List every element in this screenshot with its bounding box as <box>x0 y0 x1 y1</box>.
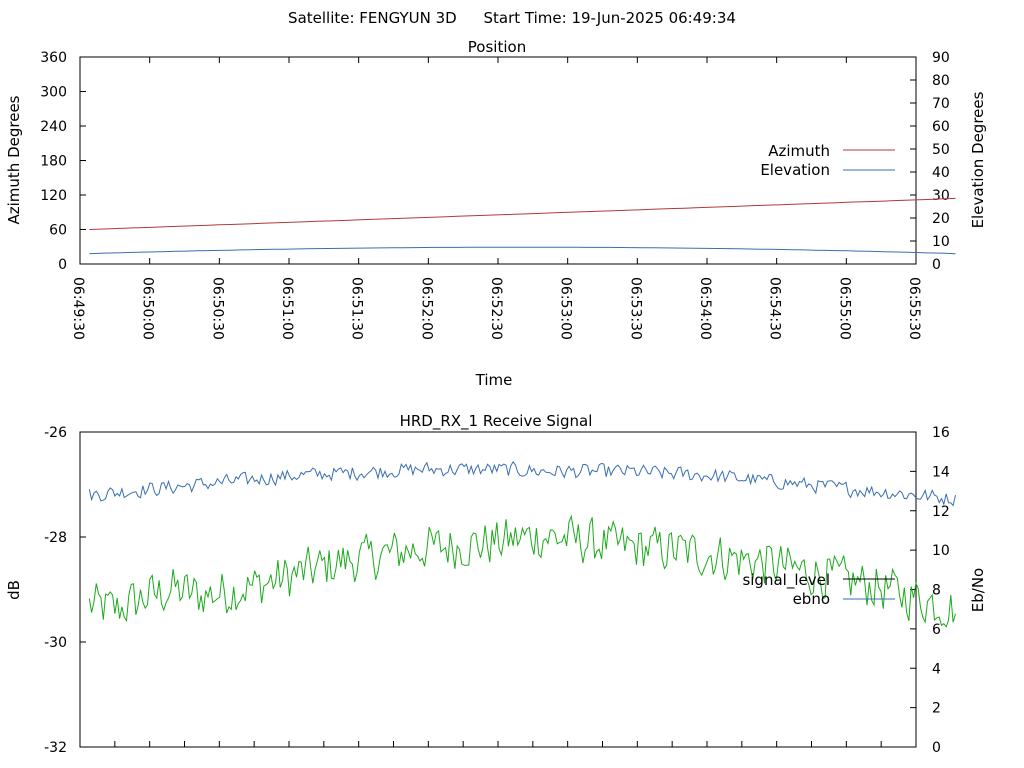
position-chart-title: Position <box>468 38 526 56</box>
series-line-ebno <box>88 461 956 507</box>
azimuth-tick-label: 60 <box>49 223 67 239</box>
ebno-tick-label: 10 <box>932 543 950 559</box>
ebno-tick-label: 6 <box>932 622 941 638</box>
azimuth-axis-label: Azimuth Degrees <box>5 95 23 224</box>
time-tick-label: 06:50:00 <box>140 277 156 340</box>
elevation-tick-label: 20 <box>932 211 950 227</box>
time-tick-label: 06:49:30 <box>70 277 86 340</box>
ebno-tick-label: 16 <box>932 425 950 441</box>
ebno-axis-label: Eb/No <box>969 568 987 612</box>
elevation-tick-label: 30 <box>932 188 950 204</box>
figure-header: Satellite: FENGYUN 3D Start Time: 19-Jun… <box>288 9 736 27</box>
azimuth-tick-label: 180 <box>40 154 67 170</box>
db-axis: -32 -30 -28 -26 <box>44 425 86 756</box>
signal-time-axis <box>79 741 917 747</box>
db-tick-label: -32 <box>44 740 67 756</box>
elevation-tick-label: 60 <box>932 119 950 135</box>
time-tick-label: 06:51:00 <box>279 277 295 340</box>
db-tick-label: -28 <box>44 530 67 546</box>
db-tick-label: -26 <box>44 425 67 441</box>
receive-signal-chart-title: HRD_RX_1 Receive Signal <box>400 412 593 431</box>
ebno-tick-label: 12 <box>932 504 950 520</box>
start-time-label: Start Time: 19-Jun-2025 06:49:34 <box>484 9 736 27</box>
elevation-tick-label: 0 <box>932 257 941 273</box>
position-chart: Position 0 60 120 180 240 300 360 0 10 20 30 40 50 6… <box>5 38 987 389</box>
time-tick-label: 06:53:00 <box>558 277 574 340</box>
azimuth-tick-label: 120 <box>40 188 67 204</box>
series-line-azimuth <box>89 197 956 230</box>
legend-label-ebno: ebno <box>793 590 830 608</box>
azimuth-tick-label: 240 <box>40 119 67 135</box>
elevation-tick-label: 90 <box>932 50 950 66</box>
ebno-tick-label: 8 <box>932 583 941 599</box>
series-line-elevation <box>89 246 956 255</box>
time-tick-label: 06:53:30 <box>627 277 643 340</box>
ebno-axis: 0 2 4 6 8 10 12 14 16 <box>910 425 950 756</box>
ebno-tick-label: 2 <box>932 701 941 717</box>
time-tick-label: 06:54:30 <box>767 277 783 340</box>
receive-signal-chart: HRD_RX_1 Receive Signal -32 -30 -28 -26 0 2 4… <box>5 412 987 756</box>
legend-label-elevation: Elevation <box>760 161 830 179</box>
signal-plot-frame <box>79 431 917 748</box>
legend-label-signal-level: signal_level <box>742 571 830 590</box>
azimuth-tick-label: 0 <box>58 257 67 273</box>
db-tick-label: -30 <box>44 635 67 651</box>
time-tick-label: 06:52:30 <box>488 277 504 340</box>
time-axis: 06:49:30 06:50:00 06:50:30 06:51:00 06:51:30… <box>70 57 922 340</box>
satellite-label: Satellite: FENGYUN 3D <box>288 9 457 27</box>
elevation-tick-label: 40 <box>932 165 950 181</box>
time-tick-label: 06:51:30 <box>349 277 365 340</box>
elevation-axis-label: Elevation Degrees <box>969 91 987 228</box>
time-tick-label: 06:50:30 <box>209 277 225 340</box>
time-tick-label: 06:55:00 <box>836 277 852 340</box>
signal-series <box>88 461 956 628</box>
elevation-tick-label: 80 <box>932 73 950 89</box>
time-tick-label: 06:55:30 <box>906 277 922 340</box>
series-line-signal-level <box>88 514 956 628</box>
signal-legend: signal_level ebno <box>742 571 895 608</box>
ebno-tick-label: 4 <box>932 661 941 677</box>
time-tick-label: 06:54:00 <box>697 277 713 340</box>
azimuth-tick-label: 300 <box>40 85 67 101</box>
elevation-axis: 0 10 20 30 40 50 60 70 80 90 <box>910 50 950 273</box>
position-series <box>89 197 956 255</box>
time-axis-label: Time <box>475 371 513 389</box>
ebno-tick-label: 0 <box>932 740 941 756</box>
azimuth-tick-label: 360 <box>40 50 67 66</box>
ebno-tick-label: 14 <box>932 464 950 480</box>
time-tick-label: 06:52:00 <box>418 277 434 340</box>
db-axis-label: dB <box>5 580 23 600</box>
elevation-tick-label: 10 <box>932 234 950 250</box>
elevation-tick-label: 70 <box>932 96 950 112</box>
legend-label-azimuth: Azimuth <box>768 142 830 160</box>
azimuth-axis: 0 60 120 180 240 300 360 <box>40 50 86 273</box>
elevation-tick-label: 50 <box>932 142 950 158</box>
position-legend: Azimuth Elevation <box>760 142 895 179</box>
